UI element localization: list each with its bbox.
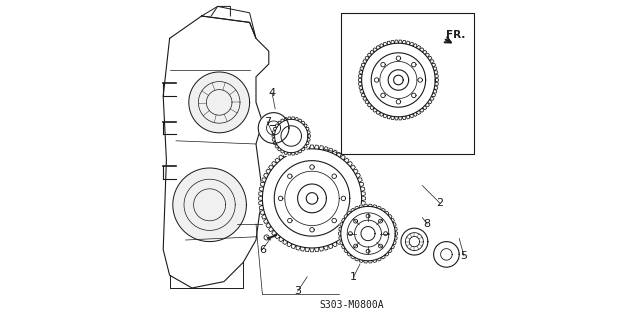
Polygon shape: [272, 117, 310, 155]
Polygon shape: [189, 72, 250, 133]
Polygon shape: [259, 113, 289, 143]
Polygon shape: [357, 38, 440, 122]
Text: S303-M0800A: S303-M0800A: [320, 300, 384, 310]
Polygon shape: [257, 143, 367, 253]
Text: 2: 2: [436, 198, 444, 208]
Polygon shape: [259, 145, 365, 252]
Text: FR.: FR.: [447, 30, 466, 40]
Text: 8: 8: [424, 219, 431, 229]
Polygon shape: [358, 40, 438, 120]
Polygon shape: [340, 205, 396, 262]
Text: 1: 1: [350, 272, 357, 282]
Polygon shape: [271, 116, 311, 156]
Text: 7: 7: [264, 116, 271, 127]
Polygon shape: [163, 16, 269, 288]
Text: 5: 5: [461, 251, 467, 261]
Text: 3: 3: [294, 286, 301, 296]
Polygon shape: [173, 168, 246, 242]
Polygon shape: [434, 242, 460, 267]
Text: 4: 4: [268, 88, 276, 98]
Polygon shape: [202, 6, 256, 38]
Polygon shape: [401, 228, 429, 256]
Polygon shape: [339, 204, 397, 263]
Text: 6: 6: [259, 244, 266, 255]
